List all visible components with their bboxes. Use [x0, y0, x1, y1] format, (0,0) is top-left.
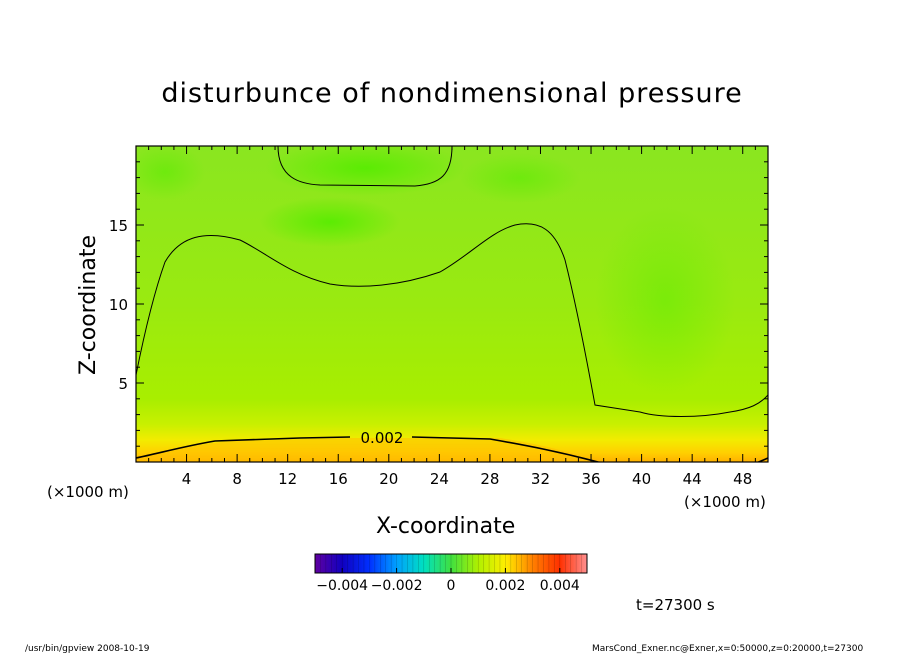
x-tick-label: 16	[329, 470, 348, 488]
x-tick-label: 28	[480, 470, 499, 488]
contour-line-corner	[756, 457, 768, 462]
colorbar	[315, 554, 587, 573]
colorbar-tick-label: −0.004	[316, 578, 368, 594]
field-max-topright	[460, 153, 580, 203]
x-tick-label: 40	[632, 470, 651, 488]
footer-left: /usr/bin/gpview 2008-10-19	[25, 644, 150, 654]
x-tick-label: 36	[581, 470, 600, 488]
colorbar-tick-label: 0.002	[485, 578, 525, 594]
x-unit-right: (×1000 m)	[684, 493, 766, 511]
time-label: t=27300 s	[636, 596, 715, 614]
x-tick-label: 44	[683, 470, 702, 488]
x-tick-label: 8	[232, 470, 242, 488]
x-tick-label: 48	[733, 470, 752, 488]
colorbar-tick-label: 0.004	[540, 578, 580, 594]
field-max-top	[265, 146, 465, 196]
colorbar-tick-label: −0.002	[371, 578, 423, 594]
contour-line-top	[277, 146, 453, 187]
contour-line-middle	[136, 223, 768, 417]
x-axis-label: X-coordinate	[376, 514, 516, 539]
x-ticks: 4 8 12 16 20 24 28 32 36 40 44 48	[148, 146, 756, 488]
x-tick-label: 24	[430, 470, 449, 488]
y-tick-label: 15	[109, 217, 128, 235]
y-tick-label: 10	[109, 296, 128, 314]
x-tick-label: 32	[531, 470, 550, 488]
y-ticks: 5 10 15	[109, 161, 768, 447]
y-tick-label: 5	[118, 375, 128, 393]
colorbar-tick-label: 0	[447, 578, 456, 594]
field-max-right	[595, 205, 735, 395]
field-max-upper	[260, 197, 400, 247]
contour-label: 0.002	[361, 429, 404, 447]
x-tick-label: 20	[379, 470, 398, 488]
field-max-left	[136, 146, 205, 200]
contour-line-0002-right	[411, 436, 604, 462]
field-shading	[136, 146, 768, 462]
x-tick-label: 4	[182, 470, 192, 488]
chart-title: disturbunce of nondimensional pressure	[161, 78, 743, 109]
colorbar-bands	[320, 554, 582, 573]
contour-line-0002-left	[136, 436, 351, 459]
x-unit-left: (×1000 m)	[47, 483, 129, 501]
x-tick-label: 12	[278, 470, 297, 488]
y-axis-label: Z-coordinate	[76, 235, 101, 375]
colorbar-ticks: −0.004 −0.002 0 0.002 0.004	[316, 568, 580, 594]
footer-right: MarsCond_Exner.nc@Exner,x=0:50000,z=0:20…	[592, 644, 864, 654]
field-high-bottom	[136, 438, 600, 462]
